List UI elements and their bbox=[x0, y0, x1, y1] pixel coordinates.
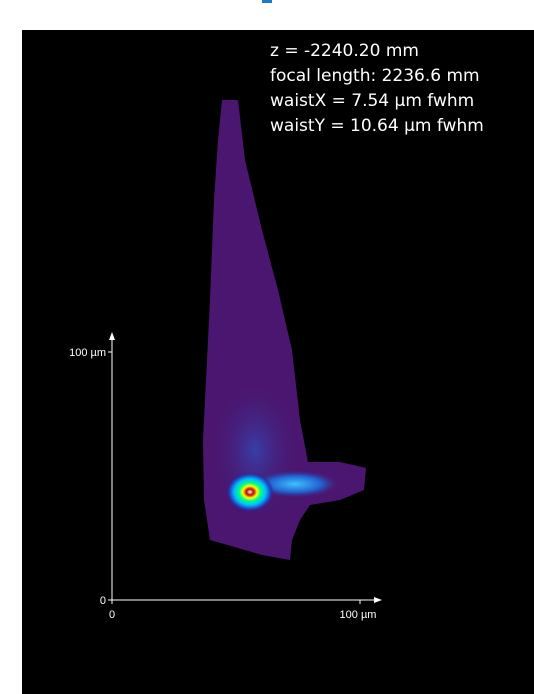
beam-profile-view: 100 µm 0 0 100 µm z = -2240.20 mm focal … bbox=[0, 0, 534, 694]
x-max-label: 100 µm bbox=[340, 609, 377, 621]
top-mark bbox=[262, 0, 272, 3]
annotation: z = -2240.20 mm bbox=[270, 41, 419, 61]
annotation: focal length: 2236.6 mm bbox=[270, 66, 480, 86]
y-max-label: 100 µm bbox=[69, 347, 106, 359]
x-min-label: 0 bbox=[109, 609, 115, 621]
annotation: waistX = 7.54 µm fwhm bbox=[270, 91, 474, 111]
beam-core bbox=[226, 472, 274, 512]
annotation: waistY = 10.64 µm fwhm bbox=[270, 116, 484, 136]
y-min-label: 0 bbox=[100, 595, 106, 607]
